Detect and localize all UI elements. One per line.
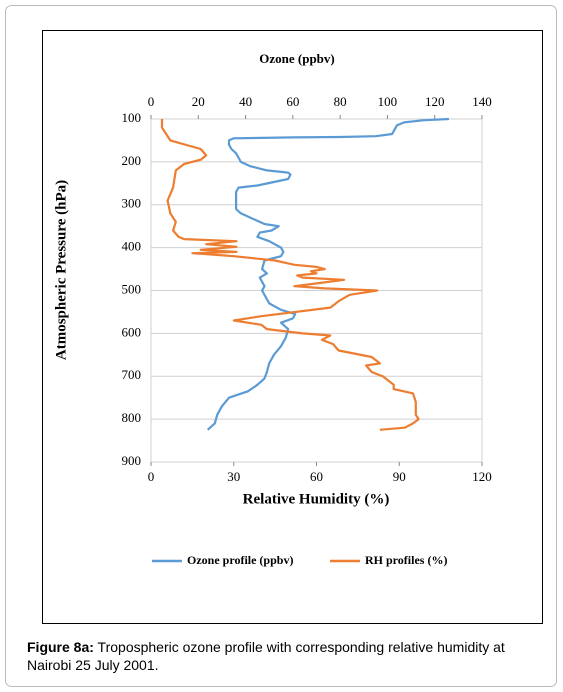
- top-tick-label: 60: [286, 94, 299, 109]
- bottom-tick-label: 90: [393, 469, 406, 484]
- top-tick-label: 100: [378, 94, 398, 109]
- bottom-axis-title: Relative Humidity (%): [243, 491, 390, 507]
- caption-label: Figure 8a:: [27, 639, 94, 655]
- y-tick-label: 700: [122, 367, 142, 382]
- y-tick-label: 900: [122, 453, 142, 468]
- profile-line: [160, 119, 420, 431]
- top-axis-title: Ozone (ppbv): [259, 51, 334, 66]
- y-axis-title: Atmospheric Pressure (hPa): [53, 180, 69, 360]
- top-tick-label: 120: [425, 94, 445, 109]
- y-tick-label: 400: [122, 239, 142, 254]
- bottom-tick-label: 60: [310, 469, 323, 484]
- caption: Figure 8a: Tropospheric ozone profile wi…: [27, 638, 547, 674]
- y-tick-label: 300: [122, 196, 142, 211]
- top-tick-label: 140: [472, 94, 492, 109]
- legend-label: RH profiles (%): [365, 553, 447, 567]
- y-tick-label: 600: [122, 324, 142, 339]
- profile-line: [206, 117, 449, 431]
- top-tick-label: 80: [334, 94, 347, 109]
- figure-frame: [42, 30, 543, 624]
- bottom-tick-label: 120: [472, 469, 492, 484]
- legend-label: Ozone profile (ppbv): [187, 553, 293, 567]
- bottom-tick-label: 30: [227, 469, 240, 484]
- top-tick-label: 40: [239, 94, 252, 109]
- caption-text: Tropospheric ozone profile with correspo…: [27, 639, 505, 673]
- top-tick-label: 0: [148, 94, 155, 109]
- bottom-tick-label: 0: [148, 469, 155, 484]
- y-tick-label: 500: [122, 281, 142, 296]
- page-frame: [5, 5, 557, 687]
- top-tick-label: 20: [192, 94, 205, 109]
- y-tick-label: 200: [122, 153, 142, 168]
- y-tick-label: 100: [122, 110, 142, 125]
- y-tick-label: 800: [122, 410, 142, 425]
